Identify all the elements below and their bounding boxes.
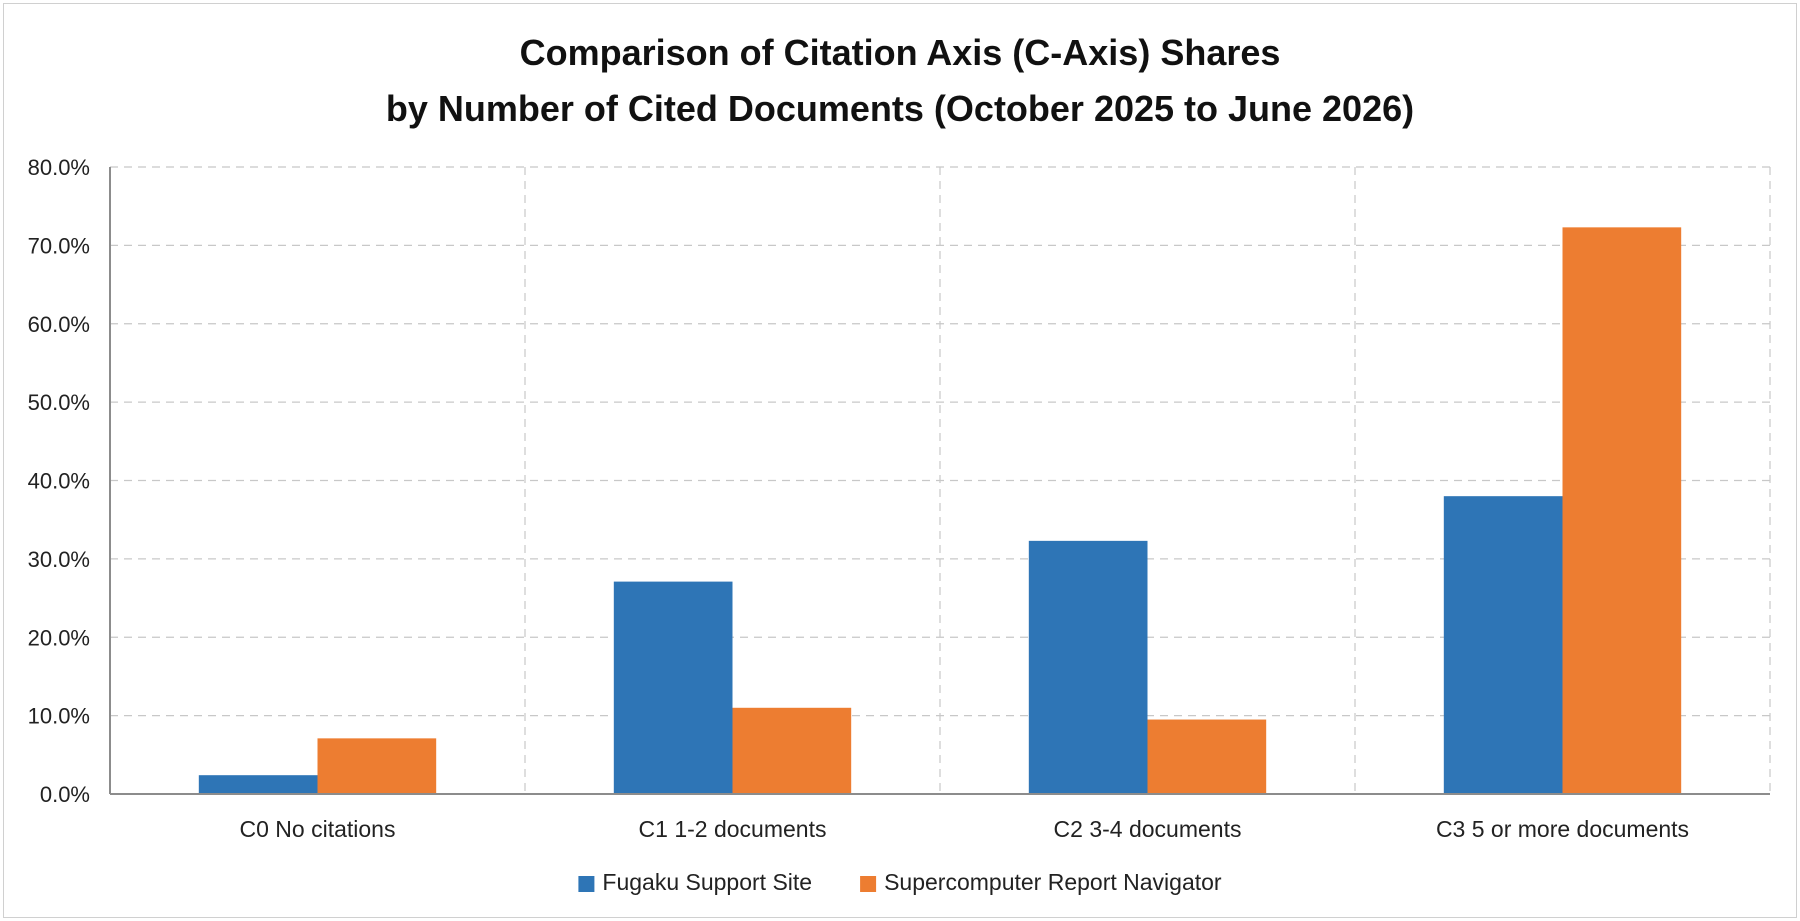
bar (1562, 227, 1682, 794)
y-axis-tick-labels: 0.0% 10.0% 20.0% 30.0% 40.0% 50.0% 60.0% 70.0% 8… (28, 155, 90, 807)
y-tick-label: 50.0% (28, 390, 90, 415)
legend-label: Fugaku Support Site (602, 869, 812, 895)
y-tick-label: 10.0% (28, 704, 90, 729)
y-tick-label: 40.0% (28, 469, 90, 494)
bar (198, 775, 318, 794)
axes (109, 167, 1770, 795)
bar (317, 738, 437, 794)
bar (1028, 540, 1148, 794)
chart-title: Comparison of Citation Axis (C-Axis) Sha… (386, 32, 1414, 129)
legend-swatch (578, 876, 595, 892)
x-category-label: C3 5 or more documents (1436, 816, 1689, 842)
legend-item: Fugaku Support Site (578, 869, 812, 895)
legend-item: Supercomputer Report Navigator (860, 869, 1222, 895)
x-category-label: C2 3-4 documents (1054, 816, 1242, 842)
y-tick-label: 80.0% (28, 155, 90, 180)
x-category-label: C0 No citations (240, 816, 396, 842)
x-category-label: C1 1-2 documents (639, 816, 827, 842)
bar-chart: Comparison of Citation Axis (C-Axis) Sha… (28, 32, 1771, 895)
x-axis-category-labels: C0 No citations C1 1-2 documents C2 3-4 do… (240, 816, 1690, 842)
legend-swatch (860, 876, 877, 892)
y-tick-label: 60.0% (28, 312, 90, 337)
bar (1443, 496, 1563, 794)
y-tick-label: 0.0% (40, 782, 90, 807)
chart-title-line-1: Comparison of Citation Axis (C-Axis) Sha… (520, 32, 1281, 73)
bar (613, 581, 733, 794)
chart-frame: Comparison of Citation Axis (C-Axis) Sha… (3, 3, 1797, 918)
y-tick-label: 30.0% (28, 547, 90, 572)
chart-title-line-2: by Number of Cited Documents (October 20… (386, 88, 1414, 129)
y-tick-label: 20.0% (28, 625, 90, 650)
bar (732, 707, 852, 794)
bars (198, 227, 1682, 794)
bar (1147, 719, 1267, 794)
y-tick-label: 70.0% (28, 233, 90, 258)
gridlines (110, 166, 1771, 794)
legend-label: Supercomputer Report Navigator (884, 869, 1222, 895)
legend: Fugaku Support Site Supercomputer Report … (578, 869, 1222, 895)
